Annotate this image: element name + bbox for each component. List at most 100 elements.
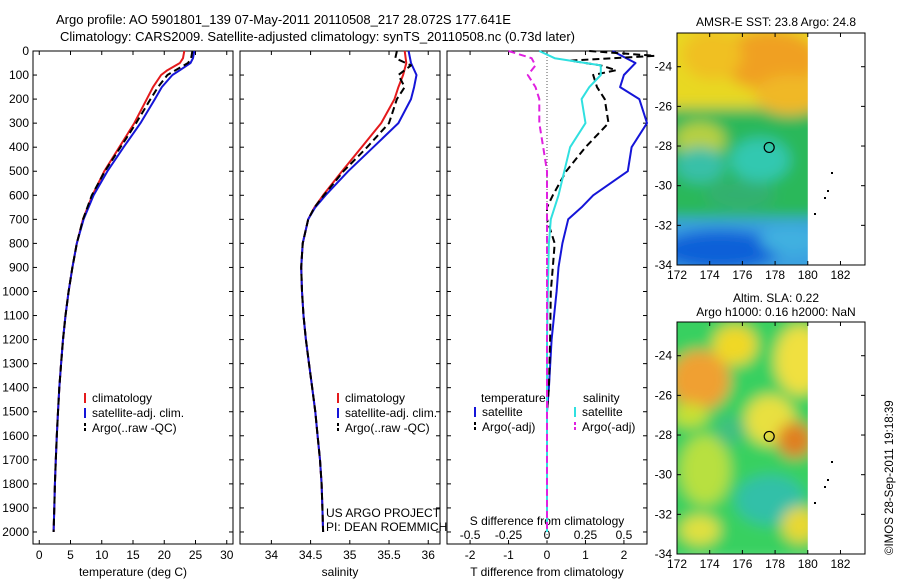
depth-tick-label: 1600	[2, 429, 29, 443]
sla-field-patch	[782, 507, 808, 543]
salinity-xtick-label: 36	[422, 548, 436, 562]
sla-field-patch	[777, 422, 808, 458]
temperature-xlabel: temperature (deg C)	[79, 565, 187, 579]
sst-xtick-label: 176	[732, 268, 752, 282]
difference-xtick-label: -2	[465, 548, 476, 562]
salinity-legend-label-sat: satellite-adj. clim.	[345, 406, 437, 420]
depth-tick-label: 900	[9, 260, 29, 274]
diff-legend-label-t-sat: satellite	[482, 405, 523, 419]
sst-xtick-label: 174	[700, 268, 720, 282]
salinity-diff-tick-label: 0.25	[574, 528, 598, 542]
sst-field-patch	[677, 147, 725, 183]
sst-field-patch	[760, 226, 808, 254]
temperature-legend-label-clim: climatology	[92, 391, 152, 405]
sla-ytick-label: -26	[655, 388, 673, 402]
diff-legend-label-t-argo: Argo(-adj)	[482, 420, 535, 434]
sla-map-subtitle: Argo h1000: 0.16 h2000: NaN	[696, 305, 855, 319]
sla-field-patch	[680, 515, 720, 545]
sla-island-dot	[824, 486, 826, 488]
sla-field-patch	[677, 403, 708, 427]
sla-ytick-label: -28	[655, 428, 673, 442]
sla-field-patch	[680, 435, 730, 505]
difference-series-argo	[546, 50, 656, 532]
difference-series-sal_argo	[508, 50, 548, 532]
diff-legend-salinity-heading: salinity	[583, 391, 620, 405]
depth-tick-label: 1100	[3, 309, 29, 323]
sst-ytick-label: -32	[655, 218, 673, 232]
salinity-diff-tick-label: 0	[544, 528, 551, 542]
sla-ytick-label: -34	[655, 547, 673, 561]
salinity-xtick-label: 34	[265, 548, 279, 562]
sla-xtick-label: 176	[732, 557, 752, 571]
sla-ytick-label: -30	[655, 468, 673, 482]
sla-xtick-label: 178	[765, 557, 785, 571]
climatology-title: Climatology: CARS2009. Satellite-adjuste…	[60, 29, 575, 44]
sst-field-patch	[730, 138, 790, 182]
sla-island-dot	[814, 502, 816, 504]
profile-title: Argo profile: AO 5901801_139 07-May-2011…	[56, 12, 511, 27]
salinity-xtick-label: 34.5	[299, 548, 323, 562]
sst-ytick-label: -34	[655, 258, 673, 272]
salinity-diff-tick-label: -0.25	[495, 528, 523, 542]
depth-tick-label: 1300	[2, 357, 29, 371]
difference-xtick-label: 2	[621, 548, 628, 562]
sla-axes-frame	[676, 321, 866, 555]
sla-xtick-label: 174	[700, 557, 720, 571]
salinity-xtick-label: 35	[343, 548, 357, 562]
temperature-xtick-label: 0	[36, 548, 43, 562]
depth-tick-label: 1400	[2, 381, 29, 395]
sst-field-blur	[677, 33, 808, 265]
sst-island-dot	[824, 197, 826, 199]
sst-field-patch	[677, 230, 780, 265]
sst-map-title: AMSR-E SST: 23.8 Argo: 24.8	[696, 15, 856, 29]
temperature-legend-label-argo: Argo(..raw -QC)	[92, 421, 177, 435]
depth-tick-label: 300	[9, 116, 29, 130]
salinity-legend-label-clim: climatology	[345, 391, 405, 405]
sst-ytick-label: -26	[655, 99, 673, 113]
sst-xtick-label: 178	[765, 268, 785, 282]
sst-field-patch	[682, 33, 742, 80]
sst-argo-position-marker	[763, 141, 775, 154]
sla-xtick-label: 172	[667, 557, 687, 571]
salinity-series-argo	[300, 50, 412, 533]
depth-tick-label: 600	[9, 188, 29, 202]
salinity-axes-frame	[239, 50, 441, 545]
sla-argo-position-marker	[763, 430, 775, 443]
sla-field	[677, 322, 808, 554]
difference-xlabel: T difference from climatology	[470, 565, 624, 579]
salinity-diff-tick-label: 0.5	[616, 528, 633, 542]
depth-tick-label: 200	[9, 92, 29, 106]
salinity-xlabel: salinity	[322, 565, 359, 579]
diff-legend-label-s-sat: satellite	[582, 405, 623, 419]
sst-ytick-label: -30	[655, 179, 673, 193]
diff-legend-temperature-heading: temperature	[481, 391, 546, 405]
sla-island-dot	[827, 479, 829, 481]
temperature-legend-label-sat: satellite-adj. clim.	[92, 406, 184, 420]
sst-xtick-label: 172	[667, 268, 687, 282]
sla-island-dot	[831, 461, 833, 463]
temperature-xtick-label: 15	[126, 548, 140, 562]
depth-tick-label: 800	[9, 236, 29, 250]
depth-tick-label: 700	[9, 212, 29, 226]
difference-xtick-label: 1	[582, 548, 589, 562]
project-annotation-line: US ARGO PROJECT	[326, 506, 441, 520]
depth-tick-label: 1000	[2, 284, 29, 298]
sst-field-patch	[755, 75, 808, 115]
diff-legend-label-s-argo: Argo(-adj)	[582, 420, 635, 434]
sst-ytick-label: -28	[655, 139, 673, 153]
sla-field-patch	[775, 325, 808, 395]
depth-tick-label: 500	[9, 164, 29, 178]
depth-tick-label: 0	[22, 44, 29, 58]
project-annotation-line: PI: DEAN ROEMMICH	[326, 520, 447, 534]
sst-island-dot	[831, 172, 833, 174]
depth-tick-label: 400	[9, 140, 29, 154]
salinity-diff-tick-label: -0.5	[460, 528, 481, 542]
sla-field-patch	[677, 350, 730, 410]
difference-xtick-label: -1	[503, 548, 514, 562]
sla-ytick-label: -24	[655, 349, 673, 363]
sla-ytick-label: -32	[655, 507, 673, 521]
sla-map-title: Altim. SLA: 0.22	[733, 291, 819, 305]
temperature-xtick-label: 30	[220, 548, 234, 562]
difference-series-sat	[546, 50, 648, 532]
